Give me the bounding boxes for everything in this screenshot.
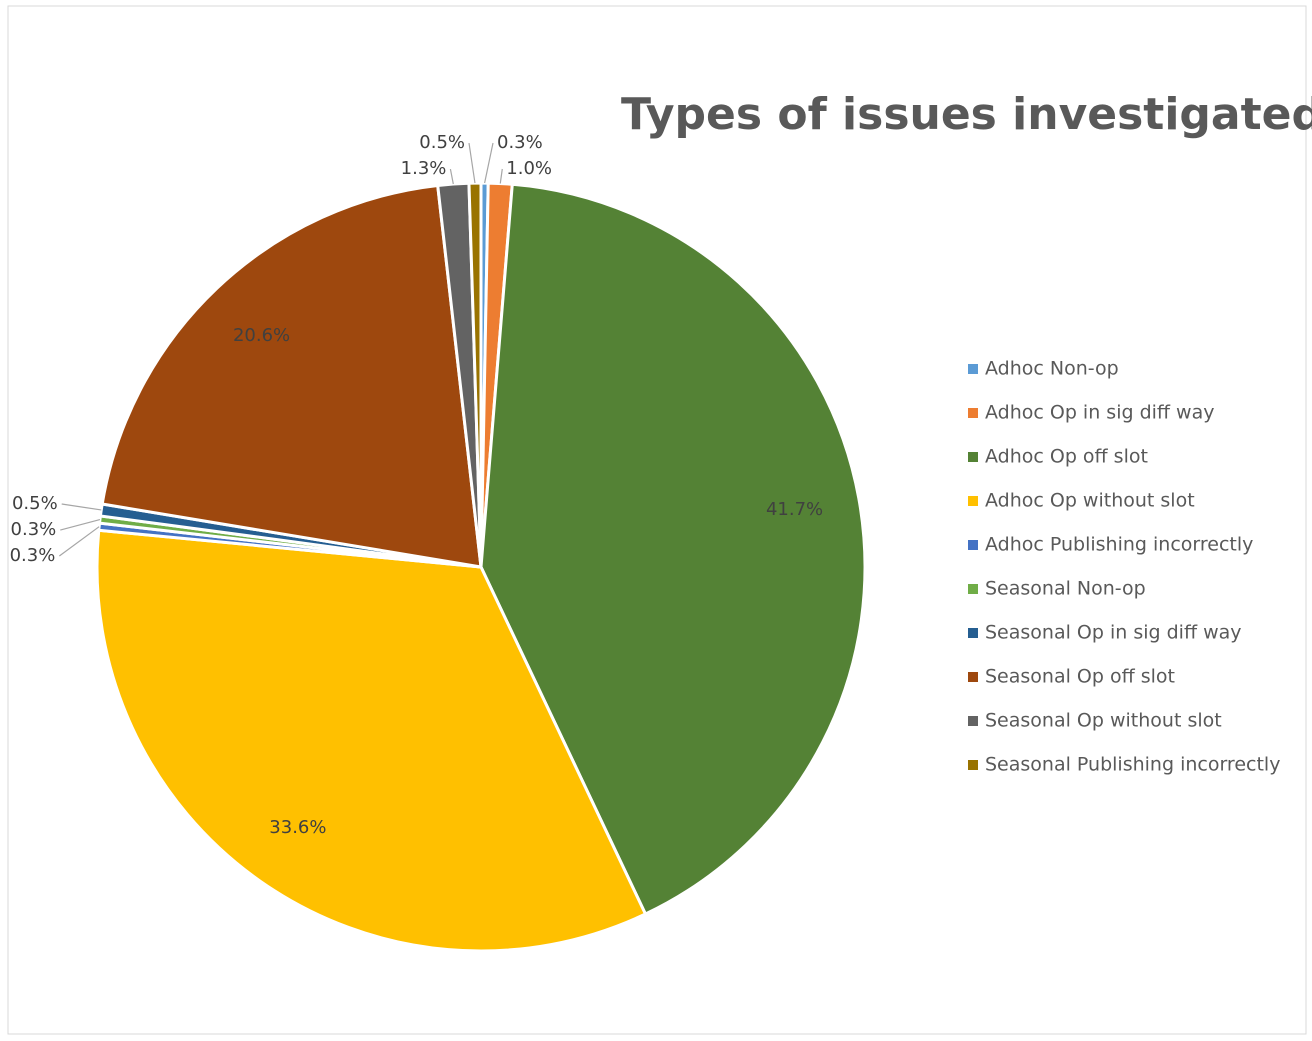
legend-swatch <box>968 540 978 550</box>
data-label: 0.3% <box>11 519 57 540</box>
leader-line <box>468 142 476 184</box>
data-label: 0.3% <box>497 132 543 153</box>
legend-label: Seasonal Op in sig diff way <box>985 622 1242 644</box>
legend-swatch <box>968 584 978 594</box>
legend-swatch <box>968 672 978 682</box>
pie-slice <box>479 182 867 917</box>
leader-line <box>484 142 494 184</box>
legend-label: Seasonal Op without slot <box>985 710 1222 732</box>
legend-label: Seasonal Publishing incorrectly <box>985 754 1280 776</box>
data-label: 0.5% <box>12 493 58 514</box>
data-label: 20.6% <box>233 325 290 346</box>
leader-line <box>58 526 100 557</box>
legend-label: Adhoc Op in sig diff way <box>985 402 1214 424</box>
data-label: 0.5% <box>419 132 465 153</box>
data-label: 0.3% <box>10 545 56 566</box>
legend-label: Adhoc Publishing incorrectly <box>985 534 1253 556</box>
legend-swatch <box>968 760 978 770</box>
legend-swatch <box>968 452 978 462</box>
pie-slice <box>100 183 483 569</box>
leader-line <box>449 168 454 185</box>
legend-swatch <box>968 716 978 726</box>
legend-swatch <box>968 496 978 506</box>
leader-line <box>60 518 101 531</box>
data-label: 41.7% <box>766 499 823 520</box>
legend-swatch <box>968 408 978 418</box>
leader-line <box>499 168 503 184</box>
legend-swatch <box>968 364 978 374</box>
chart-title: Types of issues investigated <box>621 89 1312 140</box>
leader-line <box>61 503 102 511</box>
legend-label: Seasonal Non-op <box>985 578 1146 600</box>
data-label: 33.6% <box>269 817 326 838</box>
legend-label: Adhoc Op without slot <box>985 490 1195 512</box>
pie-slice <box>95 528 648 953</box>
data-label: 1.0% <box>506 158 552 179</box>
data-label: 1.3% <box>401 158 447 179</box>
legend-label: Adhoc Non-op <box>985 358 1119 380</box>
legend-swatch <box>968 628 978 638</box>
legend-label: Adhoc Op off slot <box>985 446 1148 468</box>
legend-label: Seasonal Op off slot <box>985 666 1175 688</box>
